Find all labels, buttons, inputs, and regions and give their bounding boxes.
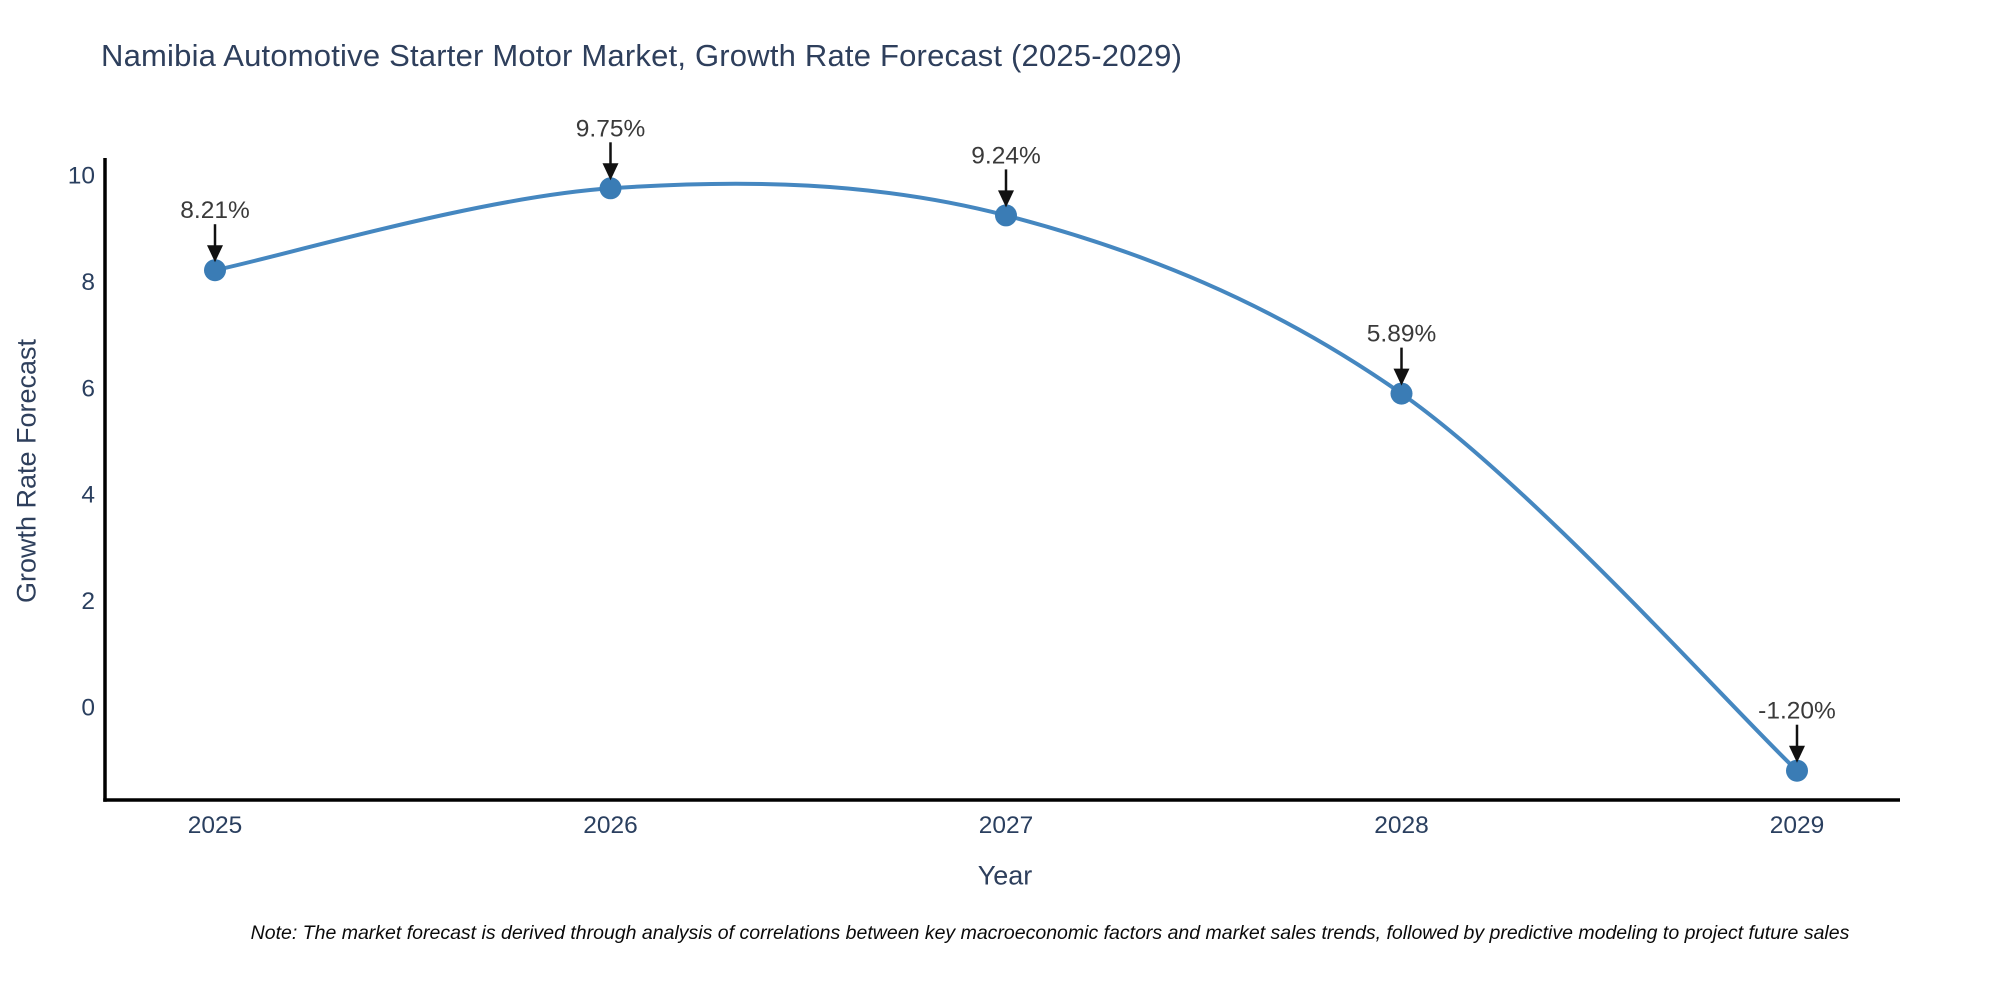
footnote: Note: The market forecast is derived thr… — [250, 922, 1850, 944]
trend-line — [213, 181, 1799, 773]
y-tick-label-4: 4 — [81, 482, 95, 509]
y-axis-title: Growth Rate Forecast — [11, 338, 42, 604]
data-point-marker-2025[interactable] — [204, 259, 226, 282]
chart-title: Namibia Automotive Starter Motor Market,… — [101, 38, 1183, 73]
annotation-label-2028: 5.89% — [1367, 321, 1436, 348]
annotation-label-2025: 8.21% — [180, 197, 249, 224]
data-point-marker-2027[interactable] — [995, 204, 1017, 227]
annotation-label-2026: 9.75% — [576, 115, 645, 142]
annotation-arrowhead — [1393, 368, 1410, 386]
annotation-label-2029: -1.20% — [1758, 698, 1836, 725]
x-tick-label-2028: 2028 — [1374, 812, 1429, 839]
annotation-arrowhead — [602, 163, 619, 181]
data-point-marker-2028[interactable] — [1390, 382, 1413, 405]
x-tick-label-2027: 2027 — [979, 812, 1034, 839]
y-tick-label-6: 6 — [81, 375, 95, 402]
y-tick-label-2: 2 — [81, 588, 95, 615]
data-point-marker-2029[interactable] — [1786, 759, 1808, 782]
annotation-arrowhead — [207, 245, 223, 263]
y-tick-label-0: 0 — [81, 694, 95, 721]
data-point-marker-2026[interactable] — [599, 177, 622, 200]
x-tick-label-2025: 2025 — [188, 812, 243, 839]
annotation-arrowhead — [1789, 745, 1805, 763]
x-tick-label-2026: 2026 — [583, 812, 638, 839]
annotation-label-2027: 9.24% — [971, 142, 1040, 169]
y-tick-label-8: 8 — [81, 269, 95, 296]
x-axis-title: Year — [977, 860, 1033, 891]
x-tick-label-2029: 2029 — [1770, 812, 1825, 839]
y-tick-label-10: 10 — [68, 163, 95, 190]
annotation-arrowhead — [998, 190, 1014, 208]
